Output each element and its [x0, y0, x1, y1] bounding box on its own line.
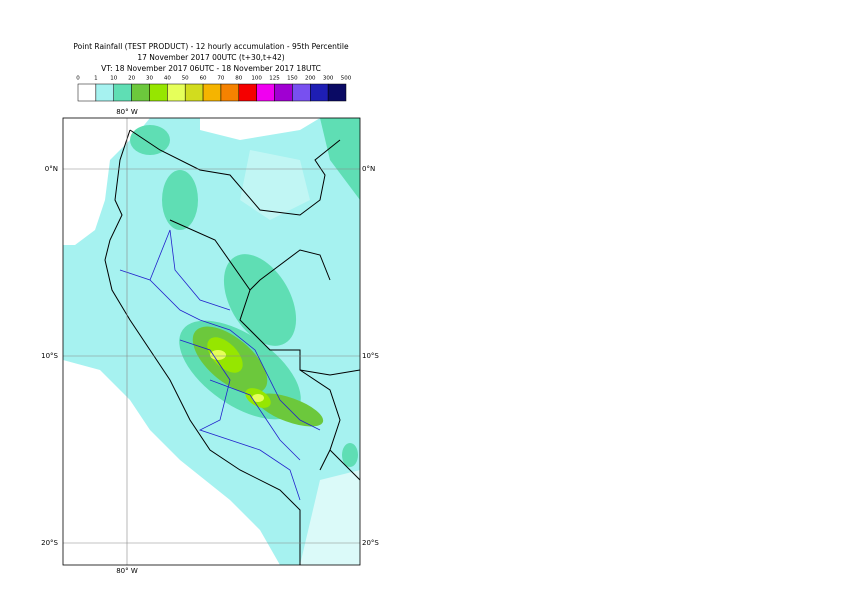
legend-swatch: [292, 83, 311, 102]
legend-swatch: [95, 83, 114, 102]
borders: [104, 129, 360, 565]
legend-label: 70: [217, 76, 224, 82]
legend-swatch: [184, 83, 204, 102]
run-time: 17 November 2017 00UTC (t+30,t+42): [137, 53, 284, 62]
legend-label: 80: [235, 76, 242, 82]
regions: [119, 229, 321, 501]
legend-label: 300: [323, 76, 334, 82]
legend-swatch: [327, 83, 347, 102]
legend-label: 60: [200, 76, 207, 82]
legend-label: 0: [76, 76, 80, 82]
valid-time: VT: 18 November 2017 06UTC - 18 November…: [101, 64, 321, 73]
legend-label: 150: [287, 76, 298, 82]
lat-label: 10°S: [41, 352, 58, 360]
legend-swatch: [238, 83, 257, 102]
lon-label: 80° W: [116, 108, 138, 116]
legend-swatch: [167, 83, 186, 102]
title: Point Rainfall (TEST PRODUCT) - 12 hourl…: [73, 42, 349, 51]
legend-swatch: [77, 83, 97, 102]
legend-swatch: [131, 83, 150, 102]
legend-label: 125: [269, 76, 280, 82]
map: [63, 118, 360, 565]
lat-label: 0°N: [362, 165, 375, 173]
legend-label: 10: [110, 76, 117, 82]
lat-label: 10°S: [362, 352, 379, 360]
legend: 0 1 10 20 30 40 50 60 70 80 100 125 150 200 300 500: [76, 76, 352, 102]
graticule: [63, 118, 360, 565]
legend-swatch: [149, 83, 168, 102]
lat-label: 20°S: [362, 539, 379, 547]
legend-label: 200: [305, 76, 316, 82]
legend-swatch: [256, 83, 275, 102]
legend-label: 50: [182, 76, 189, 82]
legend-label: 500: [341, 76, 352, 82]
lon-label: 80° W: [116, 567, 138, 575]
legend-swatch: [310, 83, 329, 102]
legend-label: 20: [128, 76, 135, 82]
lat-label: 0°N: [45, 165, 58, 173]
map-frame: [62, 117, 361, 566]
legend-label: 100: [251, 76, 262, 82]
legend-label: 40: [164, 76, 171, 82]
dry-areas: [63, 118, 360, 565]
lat-labels: 0°N 0°N 10°S 10°S 20°S 20°S: [41, 165, 379, 547]
legend-label: 30: [146, 76, 153, 82]
lat-label: 20°S: [41, 539, 58, 547]
legend-swatch: [220, 83, 240, 102]
legend-swatch: [274, 83, 293, 102]
legend-swatch: [202, 83, 222, 102]
legend-label: 1: [94, 76, 98, 82]
legend-swatch: [113, 83, 132, 102]
rainfall-areas: [130, 118, 360, 467]
